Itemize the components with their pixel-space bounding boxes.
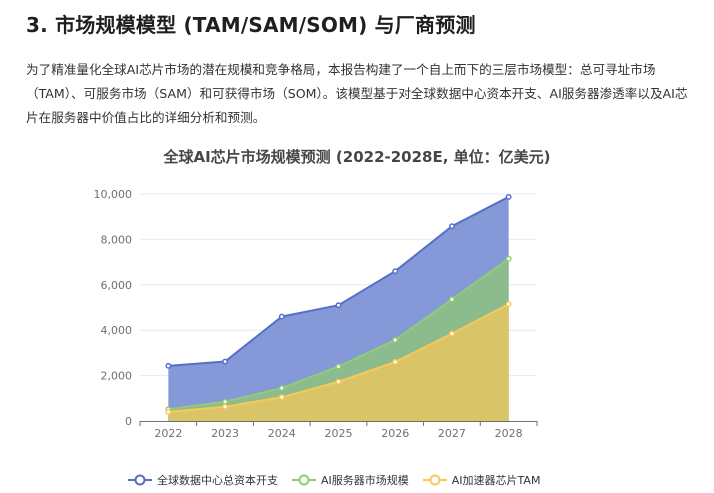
legend-line-circle-icon bbox=[128, 474, 152, 486]
x-tick-label: 2025 bbox=[325, 427, 353, 440]
data-point[interactable] bbox=[335, 378, 342, 385]
section-heading: 3. 市场规模模型 (TAM/SAM/SOM) 与厂商预测 bbox=[26, 13, 476, 37]
y-tick-label: 6,000 bbox=[101, 279, 133, 292]
chart-areas bbox=[168, 196, 510, 421]
data-point[interactable] bbox=[278, 313, 285, 320]
data-point[interactable] bbox=[335, 302, 342, 309]
x-tick-label: 2022 bbox=[154, 427, 182, 440]
legend-label: 全球数据中心总资本开支 bbox=[157, 474, 278, 487]
legend-label: AI加速器芯片TAM bbox=[451, 474, 541, 487]
data-point[interactable] bbox=[448, 296, 455, 303]
x-tick-label: 2023 bbox=[211, 427, 239, 440]
data-point[interactable] bbox=[165, 362, 172, 369]
data-point[interactable] bbox=[505, 255, 512, 262]
legend-item-2[interactable]: AI加速器芯片TAM bbox=[422, 472, 541, 488]
series-area-2 bbox=[168, 304, 509, 421]
y-tick-label: 0 bbox=[125, 415, 132, 428]
section-paragraph: 为了精准量化全球AI芯片市场的潜在规模和竞争格局，本报告构建了一个自上而下的三层… bbox=[26, 62, 688, 125]
data-point[interactable] bbox=[392, 268, 399, 275]
legend-line-circle-icon bbox=[292, 474, 316, 486]
data-point[interactable] bbox=[335, 363, 342, 370]
legend-item-0[interactable]: 全球数据中心总资本开支 bbox=[128, 472, 278, 488]
x-axis: 2022 2023 2024 2025 2026 2027 2028 bbox=[139, 421, 538, 440]
y-tick-label: 8,000 bbox=[101, 233, 133, 246]
data-point[interactable] bbox=[392, 337, 399, 343]
y-tick-label: 4,000 bbox=[101, 324, 133, 337]
y-tick-label: 2,000 bbox=[101, 370, 133, 383]
legend-line-circle-icon bbox=[422, 474, 447, 486]
data-point[interactable] bbox=[222, 358, 229, 365]
y-axis: 0 2,000 4,000 6,000 8,000 10,000 bbox=[94, 188, 133, 428]
legend-item-1[interactable]: AI服务器市场规模 bbox=[292, 472, 409, 488]
chart-legend: 全球数据中心总资本开支 AI服务器市场规模 AI加速器芯片TAM bbox=[128, 472, 540, 488]
data-point[interactable] bbox=[505, 194, 512, 200]
x-tick-label: 2024 bbox=[268, 427, 296, 440]
x-tick-label: 2028 bbox=[495, 427, 523, 440]
data-point[interactable] bbox=[165, 408, 172, 415]
legend-label: AI服务器市场规模 bbox=[321, 474, 409, 487]
data-point[interactable] bbox=[448, 330, 455, 337]
data-point[interactable] bbox=[278, 394, 285, 401]
chart-points bbox=[165, 194, 512, 415]
data-point[interactable] bbox=[222, 403, 229, 410]
data-point[interactable] bbox=[448, 223, 455, 230]
data-point[interactable] bbox=[505, 301, 512, 308]
data-point[interactable] bbox=[392, 359, 399, 365]
data-point[interactable] bbox=[278, 385, 285, 392]
chart-title: 全球AI芯片市场规模预测 (2022-2028E, 单位：亿美元) bbox=[163, 148, 551, 166]
x-tick-label: 2026 bbox=[381, 427, 409, 440]
y-tick-label: 10,000 bbox=[94, 188, 133, 201]
data-point[interactable] bbox=[222, 398, 229, 405]
x-tick-label: 2027 bbox=[438, 427, 466, 440]
